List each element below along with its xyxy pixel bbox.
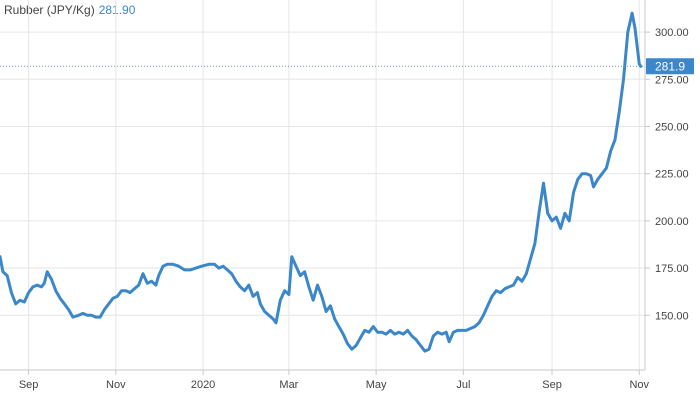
chart-legend: Rubber (JPY/Kg) 281.90	[4, 3, 135, 17]
x-tick-label: Nov	[629, 379, 649, 391]
y-tick-label: 150.00	[655, 310, 689, 322]
x-tick-label: Sep	[542, 379, 562, 391]
legend-series-value: 281.90	[98, 3, 136, 17]
legend-series-name: Rubber (JPY/Kg)	[4, 3, 95, 17]
series-line	[0, 11, 643, 353]
last-value-badge	[646, 58, 694, 75]
x-tick-label: Nov	[106, 379, 126, 391]
y-tick-label: 225.00	[655, 169, 689, 181]
x-tick-label: Sep	[19, 379, 39, 391]
y-tick-label: 300.00	[655, 27, 689, 39]
y-tick-label: 275.00	[655, 74, 689, 86]
x-tick-label: Jul	[456, 379, 470, 391]
labels: 150.00 175.00 200.00 225.00 250.00 275.00 300.…	[0, 27, 694, 391]
last-value-label: 281.9	[655, 59, 685, 73]
y-tick-label: 250.00	[655, 121, 689, 133]
x-tick-label: 2020	[191, 379, 215, 391]
y-tick-label: 200.00	[655, 216, 689, 228]
x-tick-label: May	[366, 379, 387, 391]
x-tick-label: Mar	[279, 379, 298, 391]
axes	[0, 0, 650, 375]
series-layer	[0, 11, 643, 353]
y-tick-label: 175.00	[655, 263, 689, 275]
gridlines	[0, 0, 645, 370]
